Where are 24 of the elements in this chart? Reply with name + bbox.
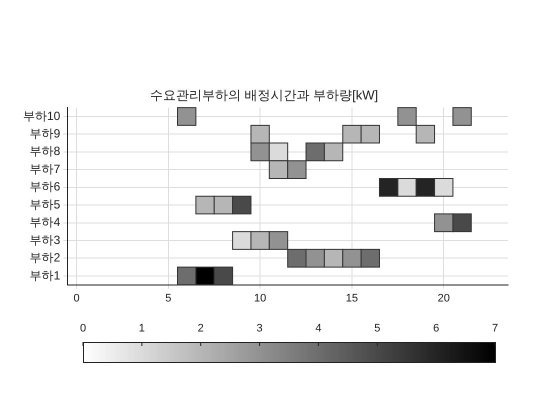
x-tick-label: 20 — [438, 292, 450, 304]
chart-title: 수요관리부하의 배정시간과 부하량[kW] — [150, 87, 378, 102]
y-tick-label: 부하1 — [30, 268, 61, 282]
x-tick-label: 5 — [165, 292, 172, 304]
color-bar-label: 1 — [138, 322, 145, 335]
color-bar-label: 0 — [80, 322, 86, 335]
x-tick-label: 15 — [346, 292, 358, 304]
color-bar-label: 7 — [492, 322, 498, 335]
color-bar-label: 4 — [315, 322, 322, 335]
y-tick-label: 부하4 — [30, 215, 61, 230]
y-tick-label: 부하3 — [30, 232, 61, 247]
x-tick-label: 0 — [73, 292, 80, 304]
y-tick-label: 부하9 — [30, 126, 61, 140]
y-tick-label: 부하5 — [30, 197, 61, 212]
y-tick-label: 부하2 — [30, 250, 61, 265]
y-tick-label: 부하6 — [30, 180, 61, 194]
y-tick-label: 부하10 — [22, 108, 61, 123]
x-tick-label: 10 — [254, 292, 266, 304]
y-tick-label: 부하7 — [30, 162, 61, 176]
y-tick-label: 부하8 — [30, 144, 61, 158]
color-bar-label: 3 — [256, 322, 263, 335]
color-bar-label: 6 — [433, 322, 440, 335]
color-bar-label: 5 — [374, 322, 380, 335]
color-bar-label: 2 — [198, 322, 204, 335]
